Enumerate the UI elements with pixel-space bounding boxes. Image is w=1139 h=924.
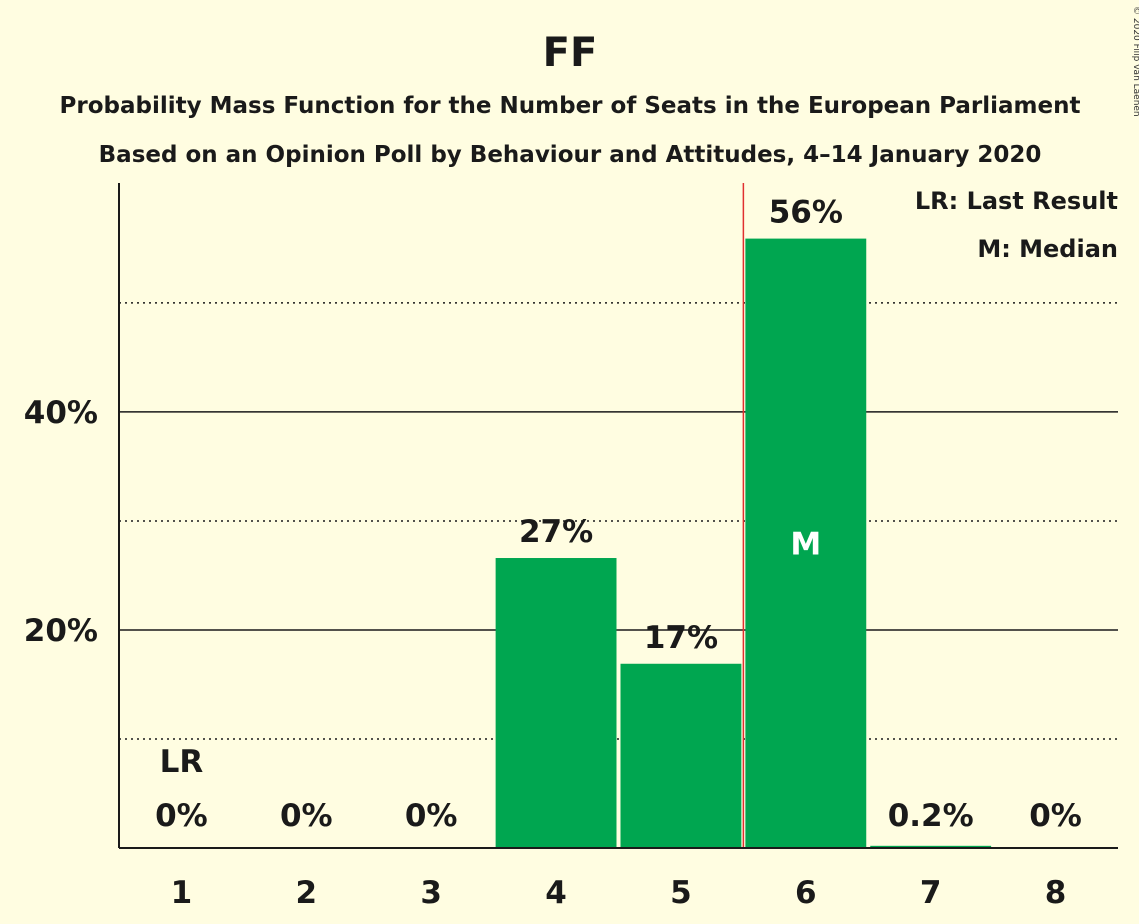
x-tick-label: 6 xyxy=(795,875,817,911)
last-result-marker: LR xyxy=(160,744,204,780)
bar xyxy=(495,558,617,848)
chart-title: FF xyxy=(543,30,598,76)
data-label: 56% xyxy=(769,195,843,231)
y-tick-label: 40% xyxy=(24,395,98,431)
x-tick-label: 7 xyxy=(920,875,942,911)
bar xyxy=(870,845,992,848)
axes xyxy=(118,183,1118,849)
data-label: 0.2% xyxy=(888,798,974,834)
data-label: 0% xyxy=(155,798,208,834)
x-tick-label: 1 xyxy=(171,875,193,911)
x-tick-label: 3 xyxy=(420,875,442,911)
bar xyxy=(745,238,867,848)
copyright-text: © 2020 Filip van Laenen xyxy=(1131,6,1139,117)
x-tick-label: 5 xyxy=(670,875,692,911)
data-labels: 0% 1 0% 2 0% 3 27% 4 17% 5 56% 6 0.2% 7 0% 8 M LR xyxy=(155,195,1082,911)
y-tick-label: 20% xyxy=(24,613,98,649)
x-tick-label: 4 xyxy=(545,875,567,911)
bar xyxy=(620,663,742,848)
chart-subtitle-poll: Based on an Opinion Poll by Behaviour an… xyxy=(99,142,1042,168)
legend-last-result: LR: Last Result xyxy=(915,187,1118,215)
data-label: 0% xyxy=(405,798,458,834)
bars xyxy=(495,183,992,848)
legend-median: M: Median xyxy=(977,235,1118,263)
data-label: 0% xyxy=(1029,798,1082,834)
gridlines: 20% 40% xyxy=(24,302,1118,740)
data-label: 27% xyxy=(519,514,593,550)
x-tick-label: 2 xyxy=(296,875,318,911)
x-tick-label: 8 xyxy=(1045,875,1067,911)
data-label: 0% xyxy=(280,798,333,834)
data-label: 17% xyxy=(644,620,718,656)
median-marker: M xyxy=(790,526,821,562)
chart-subtitle: Probability Mass Function for the Number… xyxy=(60,93,1081,119)
